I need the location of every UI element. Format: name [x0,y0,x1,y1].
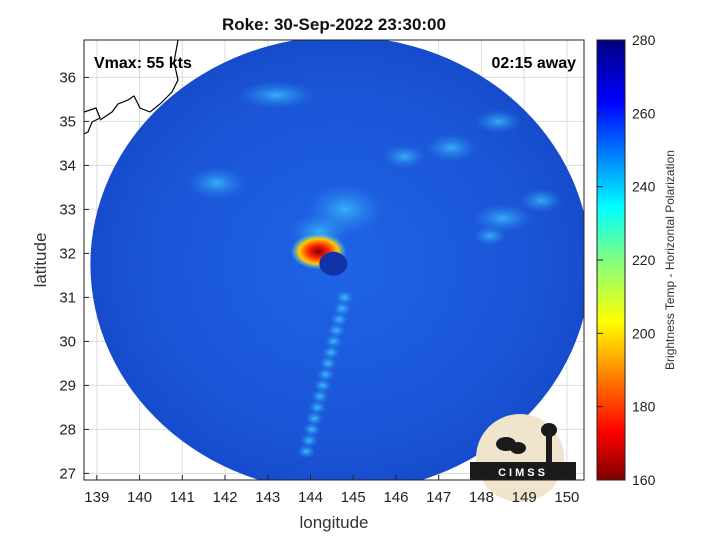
x-axis-ticks: 139 140 141 142 143 144 145 146 147 148 149 150 [84,475,579,506]
rainband-cell [321,345,340,360]
x-tick-label: 144 [298,489,323,506]
x-tick-label: 146 [383,489,408,506]
x-tick-label: 142 [213,489,238,506]
y-tick-label: 36 [59,69,76,86]
colorbar-tick-label: 160 [632,472,656,488]
rainband-cell [308,400,327,415]
y-tick-label: 32 [59,245,76,262]
y-tick-label: 31 [59,289,76,306]
rainband-cell [316,367,335,382]
y-tick-label: 35 [59,113,76,130]
y-tick-label: 27 [59,465,76,482]
x-tick-label: 147 [426,489,451,506]
x-tick-label: 139 [84,489,109,506]
rainband-cell [302,422,321,437]
logo-text: CIMSS [498,467,548,479]
colorbar-label: Brightness Temp - Horizontal Polarizatio… [663,150,677,370]
x-axis-label: longitude [299,513,368,532]
storm-eye [319,251,348,276]
y-axis-ticks: 27 28 29 30 31 32 33 34 35 36 [59,69,89,482]
coastline [84,40,179,135]
x-tick-label: 140 [127,489,152,506]
x-tick-label: 149 [512,489,537,506]
x-tick-label: 141 [170,489,195,506]
rainband-cell [335,290,354,305]
chart-title: Roke: 30-Sep-2022 23:30:00 [222,15,446,34]
rainband-cell [305,411,324,426]
y-tick-label: 29 [59,377,76,394]
cloud-patch [474,109,523,134]
colorbar-tick-label: 280 [632,32,656,48]
colorbar-tick-label: 200 [632,325,656,341]
rainband-cell [319,356,338,371]
y-axis-label: latitude [31,233,50,288]
colorbar-tick-label: 260 [632,105,656,121]
rainband-feature [297,290,354,459]
y-tick-label: 30 [59,333,76,350]
cloud-patch [236,81,317,109]
x-tick-label: 150 [554,489,579,506]
colorbar-tick-label: 220 [632,252,656,268]
rainband-cell [330,312,349,327]
rainband-cell [297,444,316,459]
cloud-patch [382,144,427,169]
plot-frame [83,39,585,481]
rainband-cell [313,378,332,393]
cloud-patch [473,225,506,246]
cloud-patch [186,167,247,199]
colorbar-tick-label: 240 [632,179,656,195]
rainband-cell [324,334,343,349]
cloud-patch [472,204,533,233]
x-tick-label: 148 [469,489,494,506]
cloud-patch [425,133,478,162]
rainband-cell [299,433,318,448]
colorbar-tick-label: 180 [632,399,656,415]
y-tick-label: 34 [59,157,76,174]
y-tick-label: 33 [59,201,76,218]
cloud-patch [519,188,564,213]
y-tick-label: 28 [59,421,76,438]
rainband-cell [327,323,346,338]
vmax-annotation: Vmax: 55 kts [94,55,192,72]
x-tick-label: 143 [255,489,280,506]
colorbar-ticks: 160 180 200 220 240 260 280 [597,32,656,488]
x-tick-label: 145 [341,489,366,506]
brightness-temperature-field [84,40,584,480]
rainband-cell [332,301,351,316]
rainband-cell [310,389,329,404]
time-away-annotation: 02:15 away [491,55,576,72]
